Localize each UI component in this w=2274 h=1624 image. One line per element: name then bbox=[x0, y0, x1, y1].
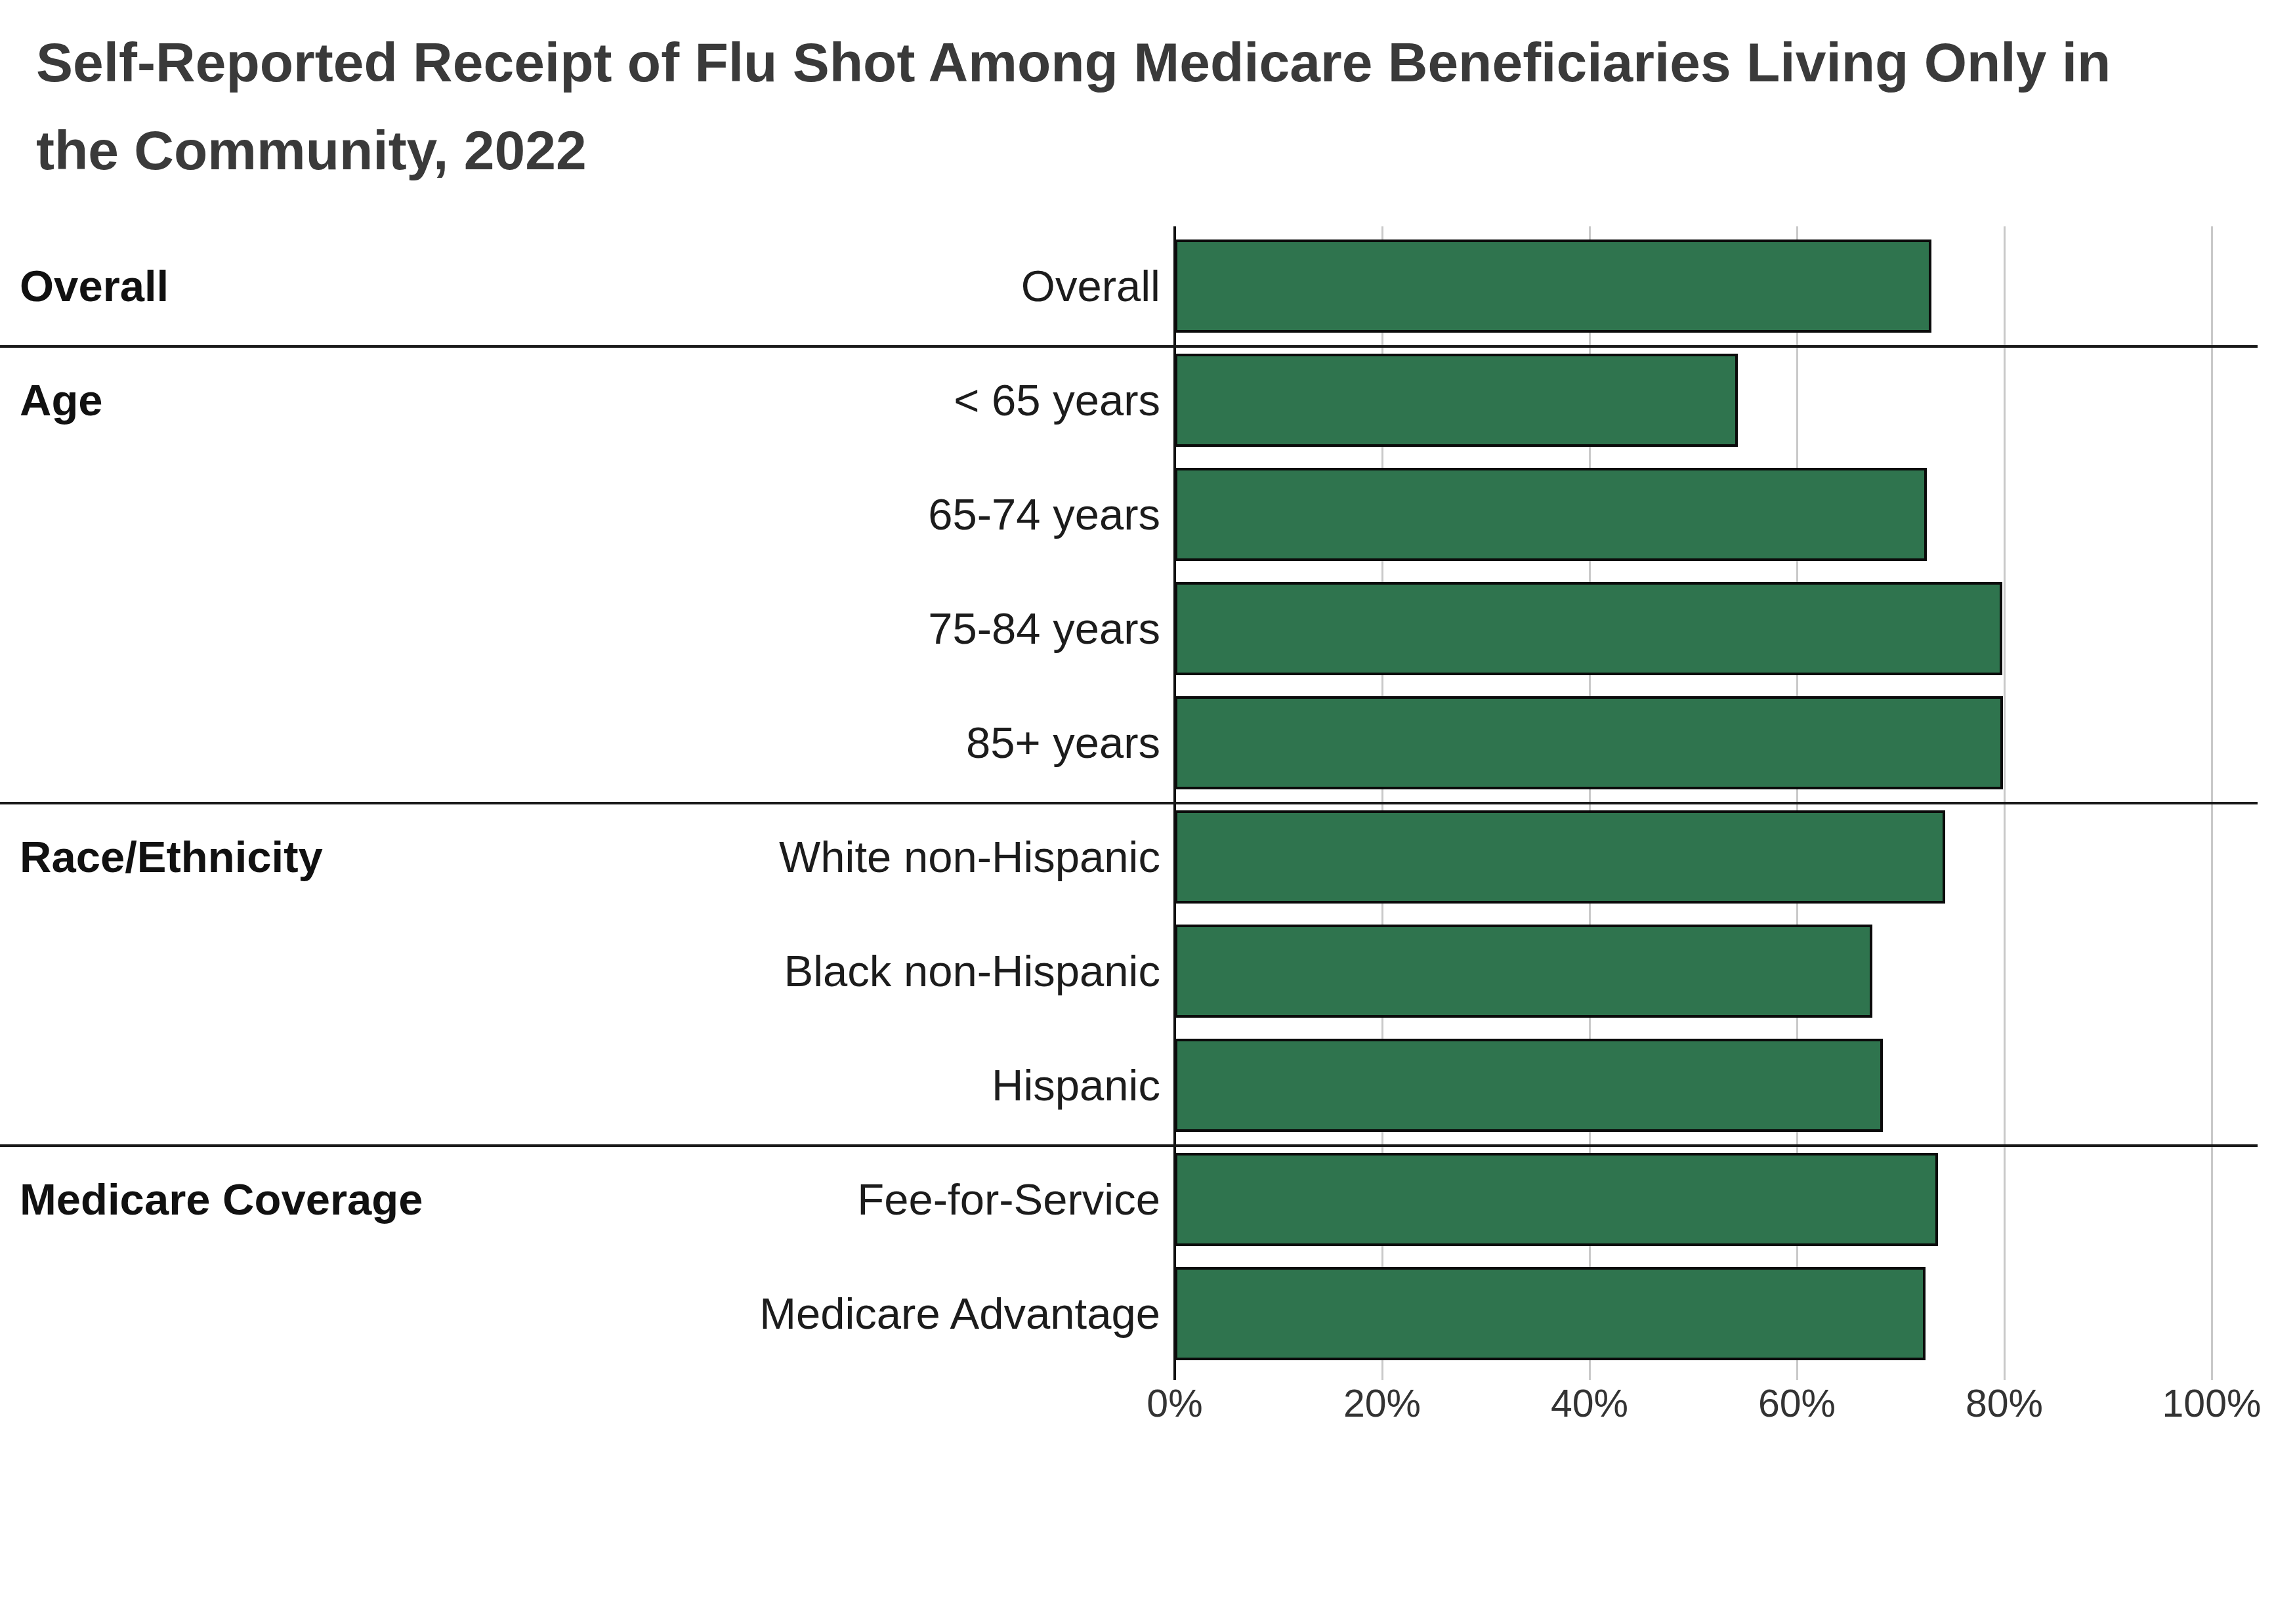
group-separator bbox=[0, 1144, 2258, 1147]
row-label: Medicare Advantage bbox=[0, 1267, 1160, 1360]
row-label: 85+ years bbox=[0, 696, 1160, 789]
bar-overall bbox=[1175, 239, 1931, 333]
bar-medicare-advantage bbox=[1175, 1267, 1926, 1360]
bar-black-non-hispanic bbox=[1175, 925, 1872, 1018]
group-separator bbox=[0, 802, 2258, 804]
bar-white-non-hispanic bbox=[1175, 810, 1945, 904]
bar-65-74-years bbox=[1175, 468, 1927, 561]
row-label: Hispanic bbox=[0, 1039, 1160, 1132]
row-label: White non-Hispanic bbox=[0, 810, 1160, 904]
bar-hispanic bbox=[1175, 1039, 1883, 1132]
x-tick-label: 60% bbox=[1698, 1381, 1895, 1426]
x-tick-label: 20% bbox=[1284, 1381, 1481, 1426]
row-label: Fee-for-Service bbox=[0, 1153, 1160, 1246]
bar-fee-for-service bbox=[1175, 1153, 1938, 1246]
bar-85-years bbox=[1175, 696, 2003, 789]
row-label: Overall bbox=[0, 239, 1160, 333]
bar-75-84-years bbox=[1175, 582, 2002, 675]
row-label: Black non-Hispanic bbox=[0, 925, 1160, 1018]
group-separator bbox=[0, 345, 2258, 348]
row-label: 75-84 years bbox=[0, 582, 1160, 675]
flu-shot-chart-page: Self-Reported Receipt of Flu Shot Among … bbox=[0, 0, 2274, 1624]
chart-title: Self-Reported Receipt of Flu Shot Among … bbox=[36, 18, 2182, 194]
x-tick-label: 100% bbox=[2113, 1381, 2274, 1426]
bar--65-years bbox=[1175, 354, 1738, 447]
row-label: 65-74 years bbox=[0, 468, 1160, 561]
x-tick-label: 80% bbox=[1906, 1381, 2103, 1426]
x-tick-label: 40% bbox=[1491, 1381, 1688, 1426]
x-tick-label: 0% bbox=[1076, 1381, 1273, 1426]
row-label: < 65 years bbox=[0, 354, 1160, 447]
